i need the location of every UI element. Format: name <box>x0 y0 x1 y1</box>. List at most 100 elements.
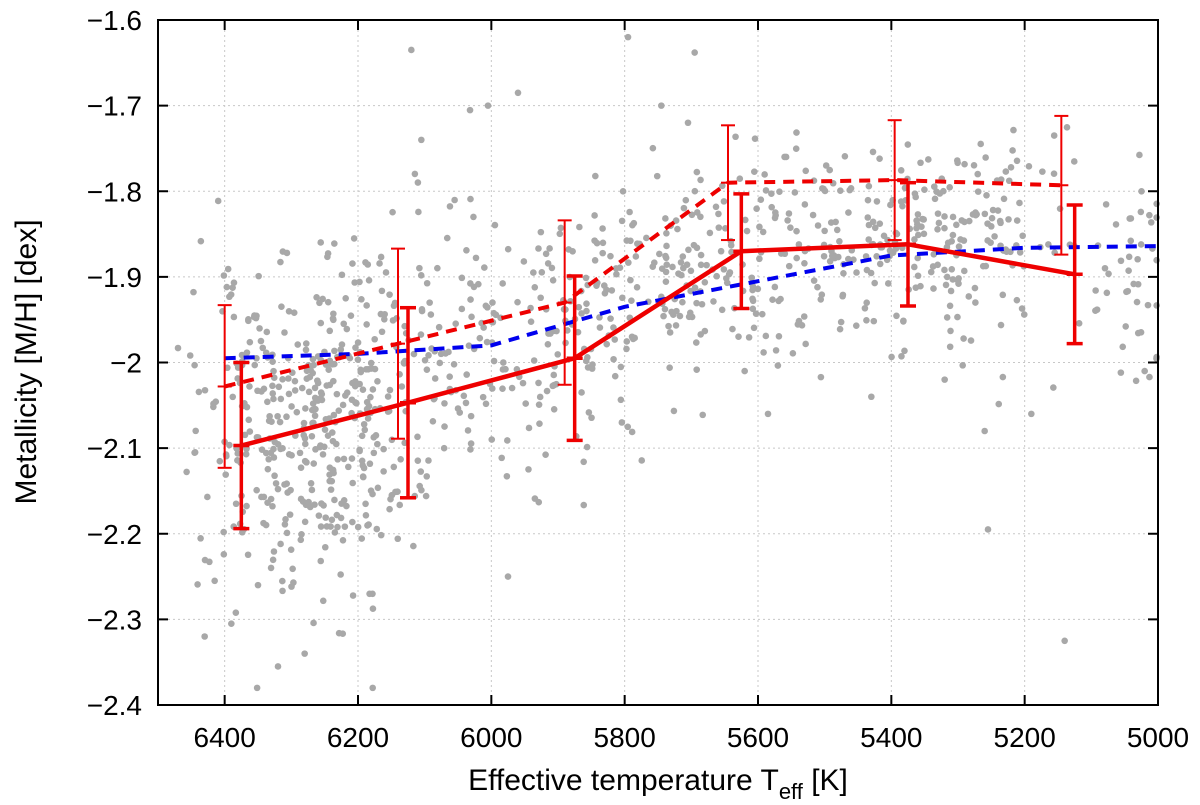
scatter-point <box>845 209 852 216</box>
scatter-point <box>287 486 294 494</box>
scatter-point <box>706 229 714 237</box>
scatter-point <box>833 226 841 234</box>
scatter-point <box>264 499 271 506</box>
scatter-point <box>238 351 246 359</box>
scatter-point <box>864 214 872 221</box>
scatter-point <box>814 283 821 291</box>
scatter-point <box>556 230 564 238</box>
scatter-point <box>270 374 278 381</box>
scatter-point <box>941 266 948 274</box>
scatter-point <box>817 373 825 381</box>
scatter-point <box>965 293 973 300</box>
scatter-point <box>665 322 672 330</box>
scatter-point <box>242 450 250 458</box>
scatter-point <box>720 266 728 273</box>
scatter-point <box>317 239 325 246</box>
scatter-point <box>982 262 990 270</box>
scatter-point <box>610 355 617 363</box>
scatter-point <box>467 440 475 447</box>
scatter-point <box>224 364 231 372</box>
scatter-point <box>300 419 308 427</box>
scatter-point <box>241 431 249 439</box>
scatter-point <box>955 275 962 282</box>
y-tick-label: −2 <box>110 348 142 379</box>
scatter-point <box>989 206 997 214</box>
scatter-point <box>610 324 617 331</box>
scatter-point <box>504 245 512 253</box>
scatter-point <box>441 400 448 407</box>
scatter-point <box>462 399 470 407</box>
scatter-point <box>276 418 284 426</box>
scatter-point <box>380 445 387 453</box>
scatter-point <box>554 351 562 358</box>
scatter-point <box>623 237 631 244</box>
scatter-point <box>965 217 973 225</box>
scatter-point <box>418 136 425 144</box>
scatter-point <box>670 407 678 415</box>
scatter-point <box>341 523 349 530</box>
scatter-point <box>290 579 297 586</box>
scatter-point <box>351 279 358 286</box>
scatter-point <box>302 340 310 347</box>
scatter-point <box>662 215 669 222</box>
scatter-point <box>633 284 641 291</box>
scatter-point <box>618 294 626 302</box>
scatter-point <box>374 484 382 492</box>
scatter-point <box>537 228 545 236</box>
scatter-point <box>1117 369 1125 376</box>
y-tick-label: −1.8 <box>87 176 142 207</box>
scatter-point <box>588 414 595 422</box>
scatter-point <box>333 390 341 398</box>
scatter-point <box>293 408 301 416</box>
scatter-point <box>216 457 224 465</box>
scatter-point <box>256 325 263 332</box>
scatter-point <box>793 254 800 262</box>
scatter-point <box>308 486 316 494</box>
scatter-point <box>311 394 319 402</box>
scatter-point <box>435 323 443 331</box>
scatter-point <box>1124 287 1132 295</box>
scatter-point <box>425 457 432 464</box>
scatter-point <box>1141 367 1148 375</box>
scatter-point <box>311 412 319 420</box>
scatter-point <box>550 405 558 413</box>
scatter-point <box>349 260 356 267</box>
scatter-point <box>784 217 791 224</box>
scatter-point <box>421 356 429 364</box>
scatter-point <box>227 291 235 298</box>
scatter-point <box>317 389 325 396</box>
scatter-point <box>841 153 849 160</box>
scatter-point <box>697 176 704 184</box>
scatter-point <box>701 279 709 286</box>
scatter-point <box>691 187 699 195</box>
scatter-point <box>758 310 766 318</box>
scatter-point <box>761 171 768 178</box>
scatter-point <box>234 375 241 382</box>
scatter-point <box>224 265 232 273</box>
scatter-point <box>483 338 491 346</box>
scatter-point <box>331 360 338 368</box>
scatter-point <box>693 168 701 176</box>
scatter-point <box>352 344 359 351</box>
scatter-point <box>326 477 333 485</box>
scatter-point <box>522 400 530 407</box>
scatter-point <box>888 353 895 361</box>
scatter-point <box>418 486 425 494</box>
scatter-point <box>504 437 511 444</box>
y-axis-title: Metallicity [M/H] [dex] <box>10 219 43 504</box>
series-line-red-dashed <box>224 178 1062 389</box>
scatter-point <box>313 293 320 301</box>
scatter-point <box>364 522 371 529</box>
scatter-point <box>672 322 680 329</box>
scatter-point <box>710 298 717 305</box>
scatter-point <box>440 444 448 452</box>
scatter-point <box>931 195 939 203</box>
scatter-point <box>676 312 684 320</box>
scatter-point <box>349 479 356 487</box>
scatter-point <box>999 373 1007 381</box>
x-tick-label: 6400 <box>194 722 256 753</box>
scatter-point <box>480 324 487 331</box>
scatter-point <box>751 135 759 142</box>
x-tick-label: 5400 <box>860 722 922 753</box>
scatter-point <box>1007 164 1015 171</box>
